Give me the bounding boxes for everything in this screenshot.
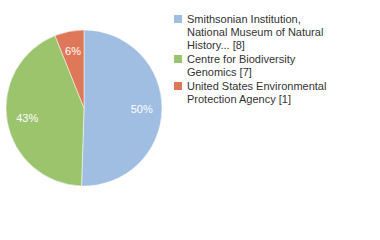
legend-label: Smithsonian Institution,National Museum … (187, 13, 323, 51)
legend: Smithsonian Institution,National Museum … (174, 13, 326, 105)
pie-slice (82, 30, 162, 186)
data-label: 43% (16, 112, 38, 124)
chart: 50% 43% 6% Smithsonian Institution,National… (0, 0, 380, 240)
pie: 50% 43% 6% (6, 30, 162, 186)
legend-label: Centre for BiodiversityGenomics [7] (187, 53, 296, 78)
legend-swatch (174, 15, 182, 23)
legend-label: United States EnvironmentalProtection Ag… (187, 80, 326, 105)
pie-slice (55, 30, 84, 108)
data-label: 6% (65, 45, 81, 57)
legend-swatch (174, 82, 182, 90)
data-label: 50% (131, 103, 153, 115)
legend-swatch (174, 55, 182, 63)
